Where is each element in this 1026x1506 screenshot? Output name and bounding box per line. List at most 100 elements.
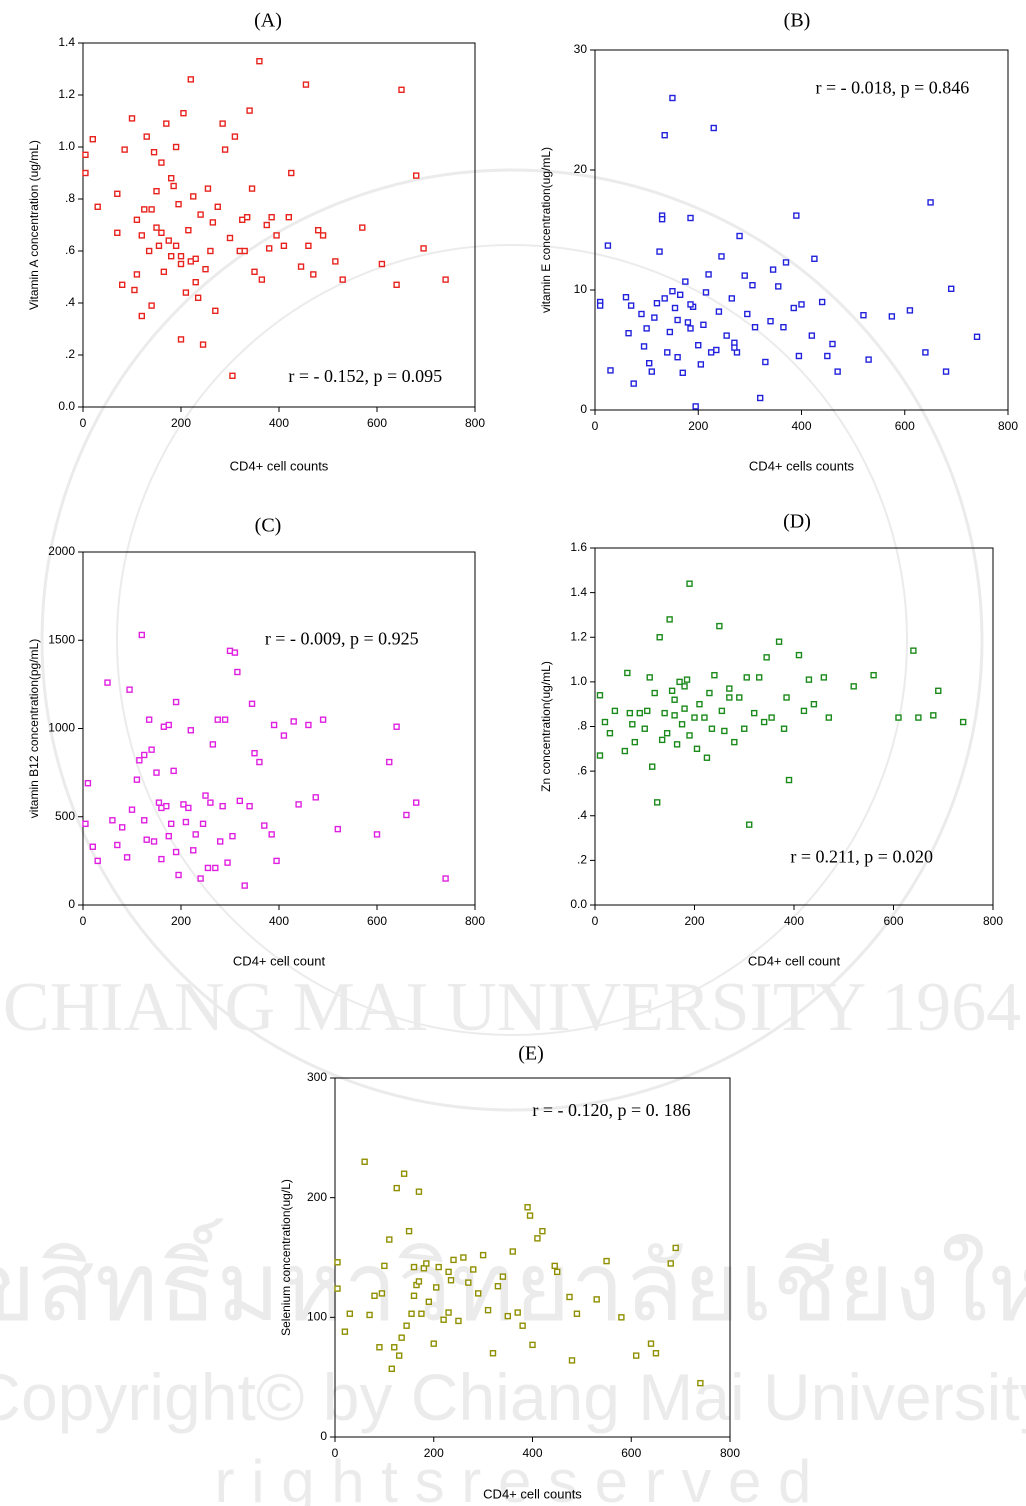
point [709, 350, 714, 355]
point [727, 686, 732, 691]
point [171, 184, 176, 189]
chart-title: (A) [254, 10, 282, 32]
chart-title: (E) [518, 1043, 544, 1065]
point [269, 832, 274, 837]
point [608, 368, 613, 373]
point [667, 617, 672, 622]
point [644, 326, 649, 331]
point [653, 1351, 658, 1356]
point [174, 243, 179, 248]
point [796, 354, 801, 359]
point [139, 632, 144, 637]
y-tick-label: 0 [320, 1429, 327, 1443]
point [871, 673, 876, 678]
point [132, 288, 137, 293]
point [771, 267, 776, 272]
point [264, 223, 269, 228]
point [95, 858, 100, 863]
point [360, 225, 365, 230]
y-tick-label: .2 [577, 853, 587, 867]
point [665, 350, 670, 355]
point [811, 702, 816, 707]
point [215, 717, 220, 722]
point [481, 1253, 486, 1258]
point [252, 269, 257, 274]
point [694, 746, 699, 751]
y-tick-label: 0.0 [570, 897, 587, 911]
point [752, 711, 757, 716]
point [179, 254, 184, 259]
point [83, 152, 88, 157]
point [335, 1286, 340, 1291]
point [724, 333, 729, 338]
point [750, 283, 755, 288]
point [777, 639, 782, 644]
point [657, 249, 662, 254]
point [414, 800, 419, 805]
y-tick-label: 1.2 [570, 629, 587, 643]
point [149, 207, 154, 212]
y-tick-label: 100 [307, 1310, 327, 1324]
point [247, 804, 252, 809]
point [623, 295, 628, 300]
point [174, 850, 179, 855]
point [139, 233, 144, 238]
point [687, 581, 692, 586]
point [861, 313, 866, 318]
point [379, 262, 384, 267]
chart-panel: (B)02004006008000102030CD4+ cells counts… [539, 10, 1018, 474]
x-tick-label: 400 [791, 419, 811, 433]
point [896, 715, 901, 720]
y-tick-label: 20 [574, 162, 588, 176]
point [203, 267, 208, 272]
y-tick-label: 300 [307, 1070, 327, 1084]
point [257, 59, 262, 64]
point [154, 225, 159, 230]
point [225, 860, 230, 865]
point [188, 77, 193, 82]
point [632, 740, 637, 745]
point [692, 715, 697, 720]
point [303, 82, 308, 87]
point [431, 1341, 436, 1346]
point [286, 215, 291, 220]
point [159, 805, 164, 810]
point [394, 282, 399, 287]
x-tick-label: 200 [171, 914, 191, 928]
point [647, 675, 652, 680]
point [147, 249, 152, 254]
x-tick-label: 0 [332, 1446, 339, 1460]
point [688, 216, 693, 221]
point [719, 254, 724, 259]
point [687, 733, 692, 738]
x-tick-label: 0 [592, 419, 599, 433]
point [130, 807, 135, 812]
point [299, 264, 304, 269]
y-tick-label: 10 [574, 282, 588, 296]
point [461, 1255, 466, 1260]
point [709, 726, 714, 731]
point [764, 655, 769, 660]
point [835, 369, 840, 374]
y-tick-label: 500 [55, 809, 75, 823]
x-tick-label: 800 [983, 914, 1003, 928]
point [205, 186, 210, 191]
point [703, 290, 708, 295]
point [228, 236, 233, 241]
point [675, 318, 680, 323]
x-tick-label: 200 [684, 914, 704, 928]
point [306, 243, 311, 248]
y-tick-label: .4 [577, 808, 587, 822]
point [342, 1329, 347, 1334]
point [223, 147, 228, 152]
point [259, 277, 264, 282]
x-axis-label: CD4+ cells counts [749, 458, 855, 473]
point [510, 1249, 515, 1254]
point [156, 800, 161, 805]
point [191, 848, 196, 853]
point [311, 272, 316, 277]
y-tick-label: 1.6 [570, 540, 587, 554]
point [662, 296, 667, 301]
y-tick-label: .8 [577, 719, 587, 733]
point [711, 126, 716, 131]
